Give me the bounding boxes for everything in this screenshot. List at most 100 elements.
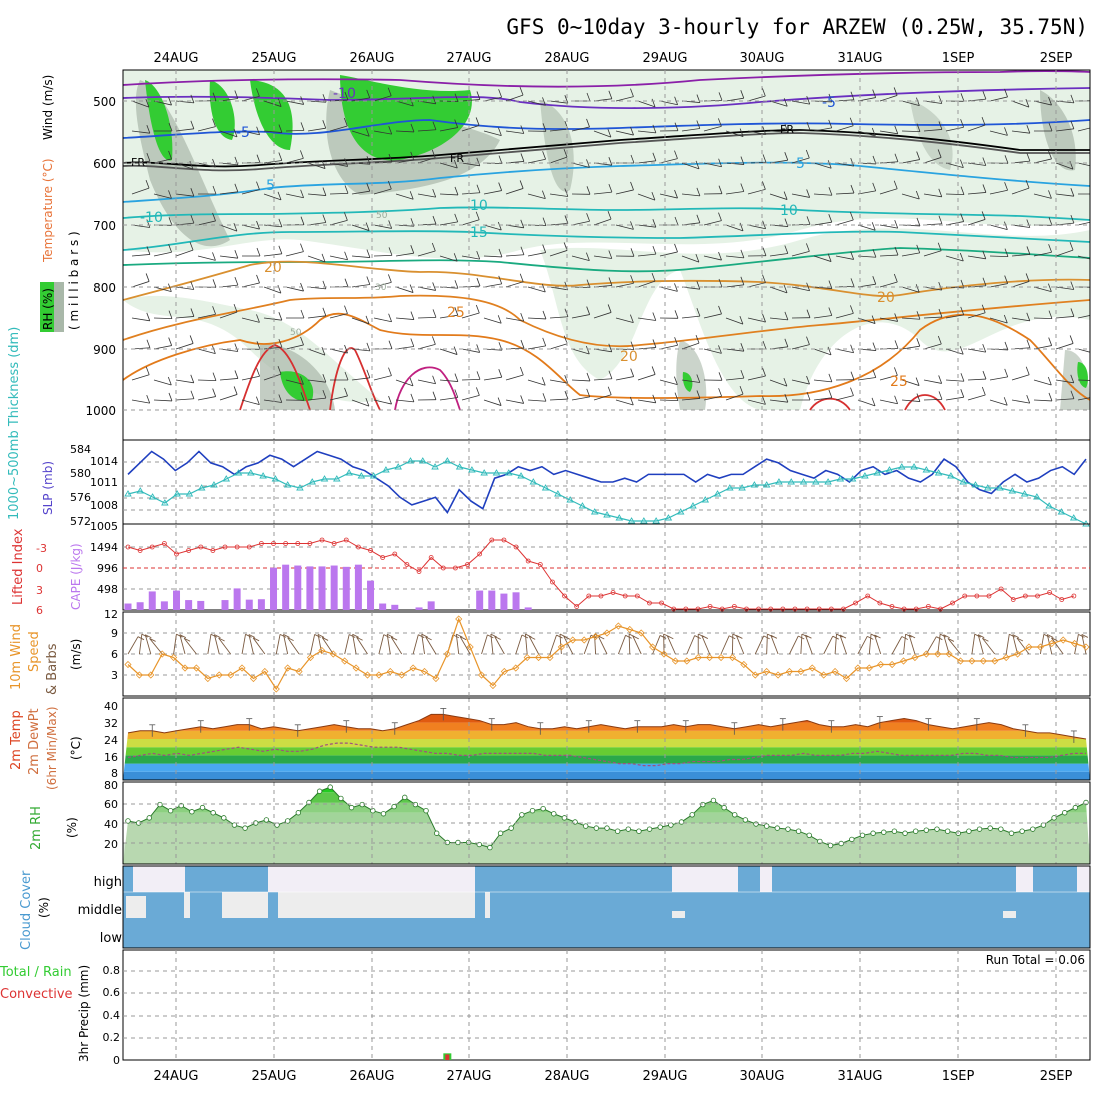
rh-point [455, 839, 461, 846]
wind-barb-flag [542, 337, 547, 347]
wind-barb-flag [850, 157, 855, 167]
wind-barb-flag [607, 304, 612, 313]
wind-barb [263, 373, 282, 381]
wind-barb-flag [1048, 217, 1053, 226]
svg-text:6: 6 [111, 648, 118, 661]
wind-barb [659, 251, 678, 257]
wind-barb-flag [937, 242, 942, 251]
wind-barb [835, 395, 854, 401]
surface-wind-barb-flag [218, 637, 225, 642]
thickness-point [504, 469, 513, 476]
wind-barb-flag [586, 279, 591, 288]
surface-wind-barb [481, 634, 488, 655]
wind-barb [769, 253, 788, 257]
wind-barb [1011, 374, 1030, 381]
wind-barb-flag [850, 387, 854, 396]
wind-barb [285, 100, 304, 105]
wind-speed-point [1071, 639, 1079, 648]
wind-barb-flag [300, 309, 305, 319]
wind-barb [549, 379, 568, 384]
svg-text:(%): (%) [65, 817, 79, 838]
rh-point [636, 828, 642, 834]
wind-barb-flag [476, 387, 480, 396]
rh-point [359, 801, 365, 808]
wind-barb-flag [1048, 190, 1052, 199]
cloud-clear-mid [278, 892, 475, 918]
surface-wind-barb-flag [356, 636, 363, 641]
surface-wind-barb [378, 634, 385, 655]
wind-barb [769, 193, 788, 200]
wind-barb [1055, 379, 1074, 384]
wind-barb-flag [542, 151, 546, 160]
cape-bar [476, 590, 484, 610]
wind-barb [373, 317, 392, 323]
bottom-date-labels: 24AUG 25AUG 26AUG 27AUG 28AUG 29AUG 30AUG 31AUG… [153, 1069, 1072, 1084]
svg-text:-5: -5 [236, 125, 250, 141]
svg-text:FR: FR [450, 152, 464, 165]
surface-wind-barb [1012, 634, 1019, 655]
wind-barb [923, 157, 942, 164]
surface-wind-barb [352, 634, 357, 655]
surface-wind-barb-flag [701, 635, 709, 639]
thickness-point [210, 481, 218, 488]
wind-barb-flag [630, 314, 634, 323]
rh-point [529, 808, 536, 814]
wind-barb-flag [365, 315, 370, 325]
wind-speed-point [535, 653, 543, 662]
svg-text:(%): (%) [37, 897, 51, 918]
rh-point [284, 818, 291, 824]
wind-barb-flag [519, 86, 524, 96]
wind-barb [461, 192, 480, 195]
rh-point [380, 811, 387, 817]
date-label-top: 28AUG [544, 51, 589, 66]
li-point [428, 555, 434, 560]
surface-wind-barb-flag [421, 633, 428, 638]
wind-barb-flag [960, 373, 965, 382]
wind-barb-flag [344, 91, 349, 101]
surface-wind-barb [386, 634, 391, 655]
li-point [416, 569, 422, 574]
wind-barb [1033, 345, 1052, 350]
wind-barb [615, 189, 634, 195]
wind-barb-flag [190, 308, 195, 317]
thickness-point [922, 466, 931, 473]
rh-point [402, 794, 408, 801]
wind-barb-flag [916, 393, 921, 402]
wind-barb [989, 376, 1008, 381]
svg-text:Temperature (°C): Temperature (°C) [41, 158, 55, 263]
wind-barb-flag [190, 94, 195, 104]
wind-barb [967, 394, 986, 401]
wind-barb [329, 313, 348, 319]
wind-barb [615, 376, 634, 381]
wind-barb [285, 157, 304, 164]
date-label-bottom: 26AUG [349, 1069, 394, 1084]
wind-barb [1055, 162, 1074, 170]
wind-barb-flag [718, 251, 722, 261]
wind-barb-flag [850, 91, 855, 100]
svg-text:20: 20 [264, 260, 282, 276]
cape-bar [524, 607, 532, 610]
surface-wind-barb-flag [943, 634, 950, 639]
wind-speed-point [147, 671, 155, 679]
wind-barb-flag [190, 390, 195, 399]
wind-barb-flag [256, 88, 260, 97]
wind-barb [527, 399, 546, 402]
wind-barb [901, 193, 920, 200]
wind-barb [505, 130, 524, 134]
wind-barb-flag [1092, 119, 1095, 127]
rh-point [263, 817, 270, 823]
thickness-point [824, 478, 832, 485]
rh-point [806, 832, 812, 838]
temp-panel: 40 32 24 16 8 2m Temp 2m DewPt (6hr Min/… [9, 697, 1091, 790]
li-point [368, 548, 373, 553]
wind-barb [813, 286, 832, 289]
li-point [234, 544, 240, 550]
wind-barb [835, 312, 854, 319]
surface-wind-barb-flag [563, 635, 570, 640]
wind-speed-point [934, 650, 942, 658]
wind-barb-flag [519, 273, 524, 282]
wind-barb-flag [630, 275, 634, 284]
surface-wind-barb [891, 636, 903, 655]
wind-barb [901, 159, 920, 164]
wind-barb [1077, 162, 1090, 167]
